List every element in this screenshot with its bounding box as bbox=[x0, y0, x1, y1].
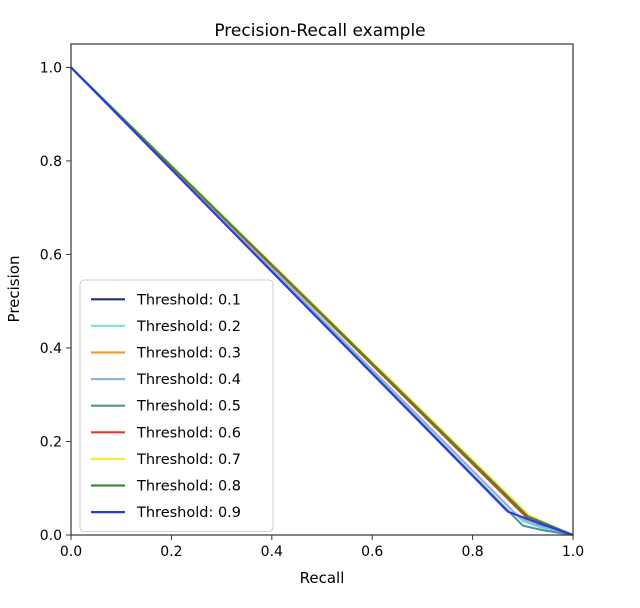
legend-label: Threshold: 0.8 bbox=[136, 479, 241, 495]
y-tick-label: 0.6 bbox=[40, 247, 62, 263]
legend-item: Threshold: 0.3 bbox=[91, 346, 241, 362]
legend-label: Threshold: 0.4 bbox=[136, 372, 241, 388]
x-tick-label: 0.6 bbox=[361, 544, 383, 560]
plot-series bbox=[70, 66, 574, 536]
legend-item: Threshold: 0.1 bbox=[91, 292, 241, 308]
legend-item: Threshold: 0.2 bbox=[91, 319, 241, 335]
y-tick-label: 0.8 bbox=[40, 154, 62, 170]
legend-label: Threshold: 0.7 bbox=[136, 452, 241, 468]
legend-label: Threshold: 0.5 bbox=[136, 399, 241, 415]
series-line-4 bbox=[70, 66, 574, 536]
x-tick-label: 0.4 bbox=[261, 544, 283, 560]
legend-label: Threshold: 0.9 bbox=[136, 505, 241, 521]
legend-item: Threshold: 0.7 bbox=[91, 452, 241, 468]
y-axis-label: Precision bbox=[5, 256, 23, 323]
y-tick-label: 0.0 bbox=[40, 528, 62, 544]
x-tick-label: 0.2 bbox=[160, 544, 182, 560]
y-tick-label: 0.2 bbox=[40, 434, 62, 450]
y-tick-label: 0.4 bbox=[40, 341, 62, 357]
plot-frame bbox=[70, 43, 574, 536]
x-tick-label: 0.0 bbox=[60, 544, 82, 560]
legend-box bbox=[79, 279, 274, 532]
y-tick-label: 1.0 bbox=[40, 60, 62, 76]
legend-label: Threshold: 0.6 bbox=[136, 425, 241, 441]
x-tick-label: 1.0 bbox=[562, 544, 584, 560]
y-axis-ticks: 0.0 0.2 0.4 0.6 0.8 1.0 bbox=[40, 60, 71, 544]
x-tick-label: 0.8 bbox=[461, 544, 483, 560]
legend-item: Threshold: 0.9 bbox=[91, 505, 241, 521]
chart-title: Precision-Recall example bbox=[214, 21, 425, 41]
legend-label: Threshold: 0.2 bbox=[136, 319, 241, 335]
legend-label: Threshold: 0.1 bbox=[136, 292, 241, 308]
legend-item: Threshold: 0.4 bbox=[91, 372, 241, 388]
legend-item: Threshold: 0.8 bbox=[91, 479, 241, 495]
legend-item: Threshold: 0.6 bbox=[91, 425, 241, 441]
x-axis-ticks: 0.0 0.2 0.4 0.6 0.8 1.0 bbox=[60, 535, 584, 560]
legend: Threshold: 0.1 Threshold: 0.2 Threshold: 0… bbox=[79, 279, 274, 532]
legend-item: Threshold: 0.5 bbox=[91, 399, 241, 415]
series-line-9 bbox=[70, 66, 574, 536]
legend-label: Threshold: 0.3 bbox=[136, 346, 241, 362]
x-axis-label: Recall bbox=[300, 569, 345, 587]
